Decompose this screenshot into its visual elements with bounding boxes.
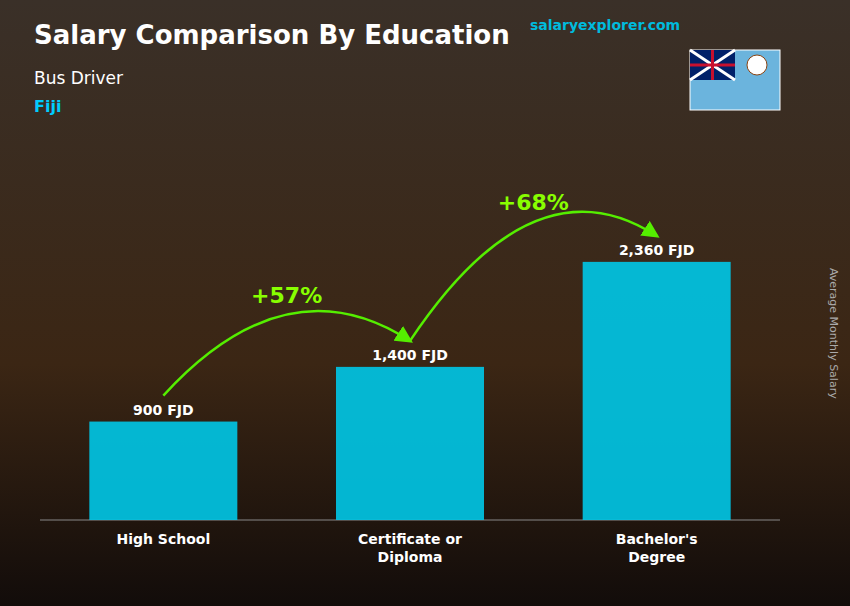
title: Salary Comparison By Education — [34, 20, 510, 50]
bar — [583, 262, 731, 520]
category-line: High School — [116, 531, 210, 547]
flag — [690, 50, 780, 110]
category-line: Bachelor's — [616, 531, 698, 547]
category-line: Degree — [628, 549, 685, 565]
growth-label: +57% — [251, 283, 322, 308]
category-label: High School — [116, 531, 210, 547]
bar — [89, 422, 237, 520]
data-label: 2,360 FJD — [619, 242, 695, 258]
site-name: salaryexplorer.com — [530, 17, 680, 33]
category-label: Bachelor's Degree — [616, 531, 698, 565]
background — [0, 0, 850, 606]
flag-canton — [690, 50, 735, 80]
category-label: Certificate or Diploma — [358, 531, 462, 565]
growth-arrow — [410, 212, 657, 341]
flag-cross — [690, 50, 735, 80]
bars — [89, 262, 730, 520]
subtitle: Bus Driver — [34, 68, 123, 88]
category-line: Certificate or — [358, 531, 462, 547]
data-label: 900 FJD — [133, 402, 194, 418]
side-label: Average Monthly Salary — [827, 268, 840, 399]
bar — [336, 367, 484, 520]
flag-field — [690, 50, 780, 110]
category-line: Diploma — [378, 549, 443, 565]
data-label: 1,400 FJD — [372, 347, 448, 363]
flag-cross — [690, 64, 735, 67]
chart: Salary Comparison By Education Bus Driver… — [0, 0, 850, 606]
flag-cross — [690, 50, 735, 80]
flag-emblem — [747, 55, 767, 75]
country: Fiji — [34, 97, 61, 116]
growth-label: +68% — [498, 190, 569, 215]
growth-arrow — [163, 311, 410, 395]
